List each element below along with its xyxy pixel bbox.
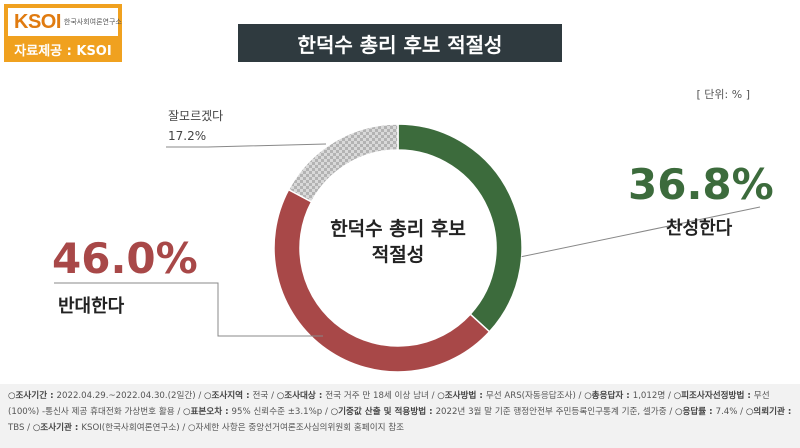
footnote-value: 2022.04.29.~2022.04.30.(2일간) [56, 391, 196, 401]
slice-label-disagree: 반대한다 [58, 296, 125, 317]
footnote-key: ○의뢰기관 : [745, 407, 792, 417]
footnote-value: 95% 신뢰수준 ±3.1%p [231, 407, 323, 417]
footnote-item: ○조사지역 : 전국 [204, 391, 268, 401]
footnote-value: 2022년 3월 말 기준 행정안전부 주민등록인구통계 기준, 셀가중 [435, 407, 667, 417]
donut-slice-unknown [287, 123, 399, 203]
footnote-item: ○기중값 산출 및 적용방법 : 2022년 3월 말 기준 행정안전부 주민등… [331, 407, 667, 417]
footnote-key: ○피조사자선정방법 : [673, 391, 754, 401]
footnote-key: ○조사기간 : [8, 391, 57, 401]
leader-line-unknown [166, 143, 327, 148]
footnote-value: 무선 ARS(자동응답조사) [485, 391, 576, 401]
footnote-item: ○피조사자선정방법 : 무선(100%) -통신사 제공 휴대전화 가상번호 활… [8, 391, 770, 417]
footnote-key: ○기중값 산출 및 적용방법 : [330, 407, 436, 417]
footnote-key: ○표본오차 : [183, 407, 232, 417]
footnote-key: ○조사기관 : [32, 423, 82, 433]
donut-chart [54, 123, 761, 373]
logo-subtitle: 한국사회여론연구소 [63, 18, 122, 26]
donut-center-label: 한덕수 총리 후보 적절성 [318, 216, 478, 268]
footnote-note: ○자세한 사항은 중앙선거여론조사심의위원회 홈페이지 참조 [187, 423, 405, 433]
survey-footnote: ○조사기간 : 2022.04.29.~2022.04.30.(2일간) / ○… [0, 384, 800, 448]
footnote-value: 전국 [252, 391, 269, 401]
slice-value-agree: 36.8% [628, 160, 774, 209]
center-line-1: 한덕수 총리 후보 [330, 218, 466, 240]
footnote-item: ○조사방법 : 무선 ARS(자동응답조사) [437, 391, 576, 401]
leader-line-disagree [54, 282, 323, 337]
slice-label-unknown: 잘모르겠다 [168, 109, 224, 123]
center-line-2: 적절성 [371, 244, 425, 266]
footnote-item: ○조사대상 : 전국 거주 만 18세 이상 남녀 [277, 391, 429, 401]
footnote-item: ○조사기간 : 2022.04.29.~2022.04.30.(2일간) [8, 391, 196, 401]
logo-mark: KSOI [14, 10, 61, 33]
footnote-item: ○표본오차 : 95% 신뢰수준 ±3.1%p [183, 407, 322, 417]
footnote-key: ○조사지역 : [203, 391, 253, 401]
slice-label-agree: 찬성한다 [666, 218, 733, 239]
chart-title: 한덕수 총리 후보 적절성 [238, 24, 562, 62]
slice-value-unknown: 17.2% [168, 129, 207, 143]
footnote-value: 전국 거주 만 18세 이상 남녀 [325, 391, 429, 401]
logo-badge: KSOI 한국사회여론연구소 자료제공 : KSOI [4, 4, 122, 62]
footnote-item: ○조사기관 : KSOI(한국사회여론연구소) [33, 423, 180, 433]
logo: KSOI 한국사회여론연구소 [8, 8, 122, 36]
leader-line-agree [521, 206, 761, 258]
footnote-item: ○응답률 : 7.4% [675, 407, 737, 417]
footnote-item: ○총응답자 : 1,012명 [584, 391, 665, 401]
footnote-value: KSOI(한국사회여론연구소) [81, 423, 180, 433]
slice-value-disagree: 46.0% [52, 234, 198, 283]
source-label: 자료제공 : KSOI [14, 44, 112, 59]
footnote-value: 무선(100%) -통신사 제공 휴대전화 가상번호 활용 [8, 391, 770, 417]
unit-label: [ 단위: % ] [696, 88, 750, 101]
footnote-key: ○응답률 : [674, 407, 716, 417]
footnote-key: ○총응답자 : [584, 391, 633, 401]
footnote-item: ○의뢰기관 : TBS [8, 407, 791, 433]
footnote-value: 1,012명 [632, 391, 666, 401]
footnote-value: TBS [8, 423, 25, 433]
footnote-key: ○조사대상 : [276, 391, 326, 401]
footnote-value: 7.4% [715, 407, 738, 417]
footnote-key: ○조사방법 : [437, 391, 486, 401]
